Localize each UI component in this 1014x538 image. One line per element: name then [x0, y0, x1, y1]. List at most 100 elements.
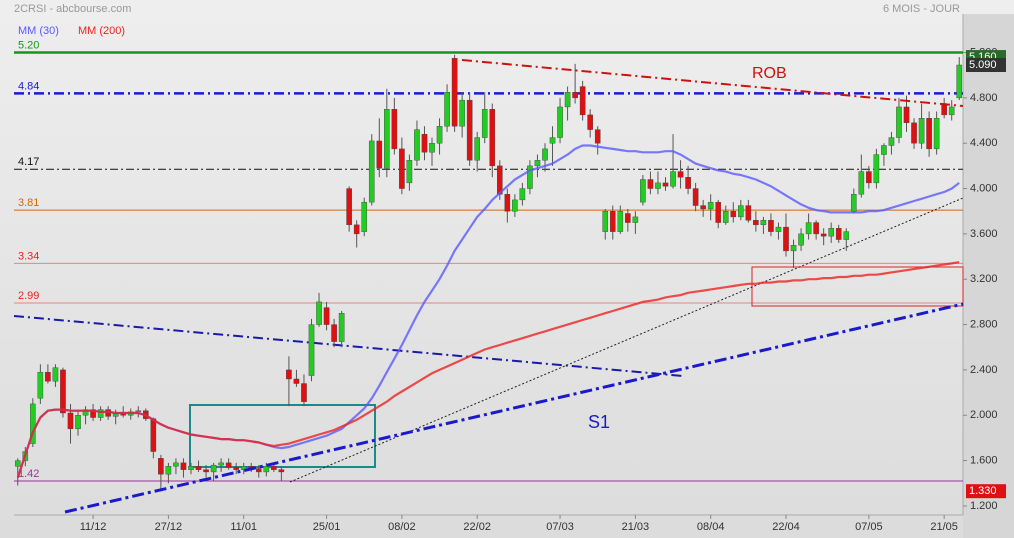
- candle-body: [873, 154, 880, 184]
- candle-body: [632, 216, 639, 223]
- candle-body: [195, 466, 202, 470]
- candle-body: [790, 245, 797, 252]
- candle-body: [271, 466, 277, 470]
- candle-body: [180, 462, 187, 470]
- candle-body: [557, 106, 563, 138]
- candle-body: [655, 182, 661, 189]
- candle-body: [745, 205, 752, 221]
- candle-body: [617, 211, 624, 232]
- candle-body: [255, 468, 262, 473]
- chart-subtitle: 6 MOIS - JOUR: [883, 3, 960, 15]
- candle-body: [361, 201, 368, 232]
- candle-body: [813, 222, 819, 235]
- candle-body: [60, 369, 66, 414]
- candle-body: [700, 205, 706, 210]
- candle-body: [316, 301, 322, 325]
- candle-body: [911, 122, 917, 144]
- candle-body: [451, 58, 458, 127]
- candle-body: [240, 466, 247, 470]
- candle-body: [406, 160, 413, 184]
- y-tick-label: 4.800: [970, 92, 998, 104]
- candle-body: [527, 165, 533, 189]
- level-label: 5.20: [18, 39, 39, 51]
- candle-body: [835, 228, 842, 240]
- level-label: 3.81: [18, 197, 39, 209]
- ma-line: [16, 261, 960, 478]
- candle-body: [45, 371, 51, 382]
- candle-body: [158, 458, 164, 475]
- x-tick-label: 22/04: [772, 521, 800, 533]
- candle-body: [384, 109, 390, 169]
- candle-body: [293, 378, 300, 384]
- candle-body: [331, 324, 337, 342]
- price-tag: [966, 484, 1006, 499]
- candle-body: [218, 462, 224, 466]
- level-label: 1.42: [18, 468, 39, 480]
- x-tick-label: 11/12: [80, 521, 107, 533]
- candle-body: [783, 226, 789, 252]
- candle-body: [798, 233, 804, 246]
- candle-body: [564, 92, 571, 108]
- candle-body: [805, 222, 812, 235]
- candle-body: [903, 106, 910, 124]
- candle-body: [308, 324, 315, 376]
- trend-line: [64, 302, 964, 514]
- y-tick-label: 2.000: [970, 409, 998, 421]
- y-tick-label: 1.600: [970, 454, 998, 466]
- candle-body: [775, 226, 782, 232]
- candle-body: [376, 140, 383, 169]
- candle-body: [82, 409, 89, 416]
- candle-body: [692, 188, 699, 206]
- candle-body: [549, 137, 556, 144]
- candle-body: [896, 106, 902, 138]
- chart-title: 2CRSI - abcbourse.com: [14, 3, 131, 15]
- legend-label: MM (200): [78, 25, 125, 37]
- candle-body: [753, 220, 759, 226]
- candle-body: [14, 460, 21, 467]
- candle-body: [828, 228, 834, 237]
- y-axis-area: [963, 14, 1014, 538]
- x-tick-label: 11/01: [230, 521, 257, 533]
- y-tick-label: 1.200: [970, 500, 998, 512]
- candle-body: [489, 109, 496, 167]
- candle-body: [587, 114, 593, 130]
- legend-label: MM (30): [18, 25, 59, 37]
- candle-body: [210, 464, 217, 473]
- y-tick-label: 2.400: [970, 364, 998, 376]
- candle-body: [730, 211, 737, 218]
- candle-body: [768, 220, 774, 232]
- candle-body: [609, 211, 616, 232]
- y-tick-label: 3.200: [970, 273, 998, 285]
- y-tick-label: 4.000: [970, 182, 998, 194]
- candle-body: [165, 466, 172, 475]
- candle-body: [301, 383, 307, 402]
- candle-body: [263, 466, 270, 473]
- candle-body: [677, 171, 684, 178]
- candle-body: [926, 118, 932, 150]
- candle-body: [625, 213, 631, 223]
- candle-body: [760, 220, 767, 226]
- candle-body: [670, 171, 676, 187]
- x-tick-label: 21/03: [622, 521, 650, 533]
- candle-body: [414, 129, 420, 161]
- candle-body: [594, 129, 601, 144]
- trend-line: [13, 315, 684, 377]
- x-tick-label: 27/12: [155, 521, 183, 533]
- candle-body: [715, 201, 722, 223]
- annotation: ROB: [752, 65, 787, 82]
- level-label: 4.17: [18, 156, 39, 168]
- price-tag: [966, 58, 1006, 73]
- level-label: 4.84: [18, 80, 39, 92]
- x-tick-label: 07/05: [855, 521, 883, 533]
- candle-body: [918, 118, 925, 144]
- candle-body: [233, 467, 239, 470]
- candle-body: [738, 205, 744, 218]
- candle-body: [225, 462, 232, 468]
- candle-body: [278, 469, 285, 473]
- candle-body: [444, 92, 450, 127]
- candle-body: [421, 133, 428, 153]
- candle-body: [399, 148, 405, 189]
- legend: MM (30) MM (200): [18, 25, 125, 37]
